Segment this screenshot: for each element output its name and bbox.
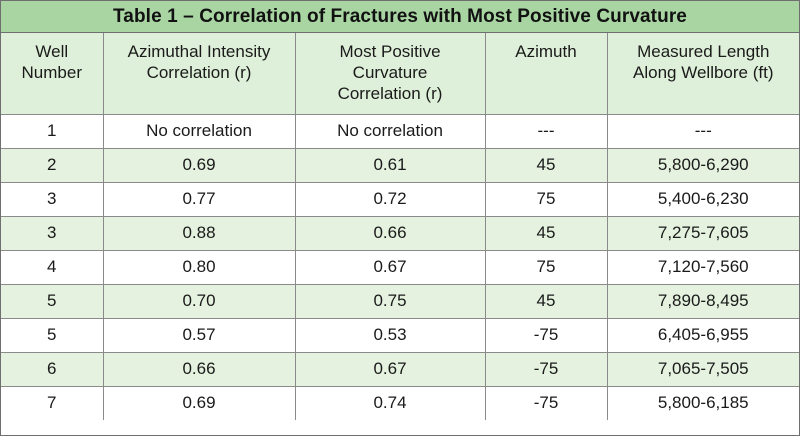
header-line: Well <box>35 42 69 61</box>
cell-azimuthal-intensity: 0.66 <box>102 351 295 386</box>
data-table: Well Number Azimuthal Intensity Correlat… <box>1 33 799 420</box>
header-azimuthal-intensity: Azimuthal Intensity Correlation (r) <box>102 33 295 115</box>
cell-well-number: 5 <box>1 283 103 318</box>
cell-curvature-correlation: 0.53 <box>294 317 485 352</box>
header-line: Azimuthal Intensity <box>127 42 271 61</box>
header-line: Along Wellbore (ft) <box>633 63 774 82</box>
header-line: Azimuth <box>515 42 577 61</box>
header-line: Correlation (r) <box>146 63 252 82</box>
cell-curvature-correlation: 0.67 <box>294 351 485 386</box>
cell-measured-length: 5,800-6,290 <box>606 147 799 182</box>
cell-azimuth: 75 <box>484 249 607 284</box>
table-row: 2 0.69 0.61 45 5,800-6,290 <box>1 147 799 182</box>
header-measured-length: Measured Length Along Wellbore (ft) <box>606 33 799 115</box>
table-title: Table 1 – Correlation of Fractures with … <box>113 5 687 27</box>
cell-azimuthal-intensity: 0.57 <box>102 317 295 352</box>
header-azimuth: Azimuth <box>484 33 607 115</box>
cell-measured-length: 7,275-7,605 <box>606 215 799 250</box>
cell-measured-length: 6,405-6,955 <box>606 317 799 352</box>
cell-well-number: 3 <box>1 215 103 250</box>
cell-azimuth: -75 <box>484 317 607 352</box>
cell-azimuthal-intensity: 0.77 <box>102 181 295 216</box>
cell-azimuth: 75 <box>484 181 607 216</box>
table-row: 5 0.57 0.53 -75 6,405-6,955 <box>1 317 799 352</box>
header-line: Measured Length <box>637 42 770 61</box>
table-row: 3 0.77 0.72 75 5,400-6,230 <box>1 181 799 216</box>
header-line: Number <box>21 63 82 82</box>
table-row: 3 0.88 0.66 45 7,275-7,605 <box>1 215 799 250</box>
cell-azimuth: 45 <box>484 283 607 318</box>
cell-azimuth: -75 <box>484 351 607 386</box>
table-row: 1 No correlation No correlation --- --- <box>1 114 799 148</box>
cell-measured-length: 5,400-6,230 <box>606 181 799 216</box>
table-row: 6 0.66 0.67 -75 7,065-7,505 <box>1 351 799 386</box>
cell-azimuth: 45 <box>484 215 607 250</box>
cell-measured-length: 7,120-7,560 <box>606 249 799 284</box>
cell-azimuthal-intensity: 0.88 <box>102 215 295 250</box>
cell-azimuthal-intensity: 0.70 <box>102 283 295 318</box>
cell-measured-length: 7,890-8,495 <box>606 283 799 318</box>
table-header: Well Number Azimuthal Intensity Correlat… <box>1 33 799 115</box>
cell-azimuthal-intensity: No correlation <box>102 114 295 148</box>
header-line: Most Positive <box>339 42 441 61</box>
cell-well-number: 6 <box>1 351 103 386</box>
table-row: 7 0.69 0.74 -75 5,800-6,185 <box>1 385 799 420</box>
cell-well-number: 3 <box>1 181 103 216</box>
header-well-number: Well Number <box>1 33 103 115</box>
cell-well-number: 2 <box>1 147 103 182</box>
cell-azimuth: -75 <box>484 385 607 420</box>
cell-well-number: 1 <box>1 114 103 148</box>
table-row: 5 0.70 0.75 45 7,890-8,495 <box>1 283 799 318</box>
table-body: 1 No correlation No correlation --- --- … <box>1 114 799 420</box>
header-line: Correlation (r) <box>337 84 443 103</box>
cell-measured-length: --- <box>606 114 799 148</box>
header-line: Curvature <box>352 63 428 82</box>
cell-curvature-correlation: 0.61 <box>294 147 485 182</box>
cell-curvature-correlation: 0.74 <box>294 385 485 420</box>
cell-well-number: 5 <box>1 317 103 352</box>
table-title-bar: Table 1 – Correlation of Fractures with … <box>1 1 799 33</box>
cell-curvature-correlation: 0.75 <box>294 283 485 318</box>
cell-measured-length: 5,800-6,185 <box>606 385 799 420</box>
table-row: 4 0.80 0.67 75 7,120-7,560 <box>1 249 799 284</box>
header-most-positive-curvature: Most Positive Curvature Correlation (r) <box>294 33 485 115</box>
cell-azimuth: --- <box>484 114 607 148</box>
cell-azimuthal-intensity: 0.80 <box>102 249 295 284</box>
cell-azimuthal-intensity: 0.69 <box>102 147 295 182</box>
cell-well-number: 4 <box>1 249 103 284</box>
cell-measured-length: 7,065-7,505 <box>606 351 799 386</box>
cell-azimuthal-intensity: 0.69 <box>102 385 295 420</box>
cell-curvature-correlation: 0.66 <box>294 215 485 250</box>
cell-azimuth: 45 <box>484 147 607 182</box>
cell-well-number: 7 <box>1 385 103 420</box>
cell-curvature-correlation: 0.72 <box>294 181 485 216</box>
header-row: Well Number Azimuthal Intensity Correlat… <box>1 33 799 115</box>
cell-curvature-correlation: No correlation <box>294 114 485 148</box>
cell-curvature-correlation: 0.67 <box>294 249 485 284</box>
